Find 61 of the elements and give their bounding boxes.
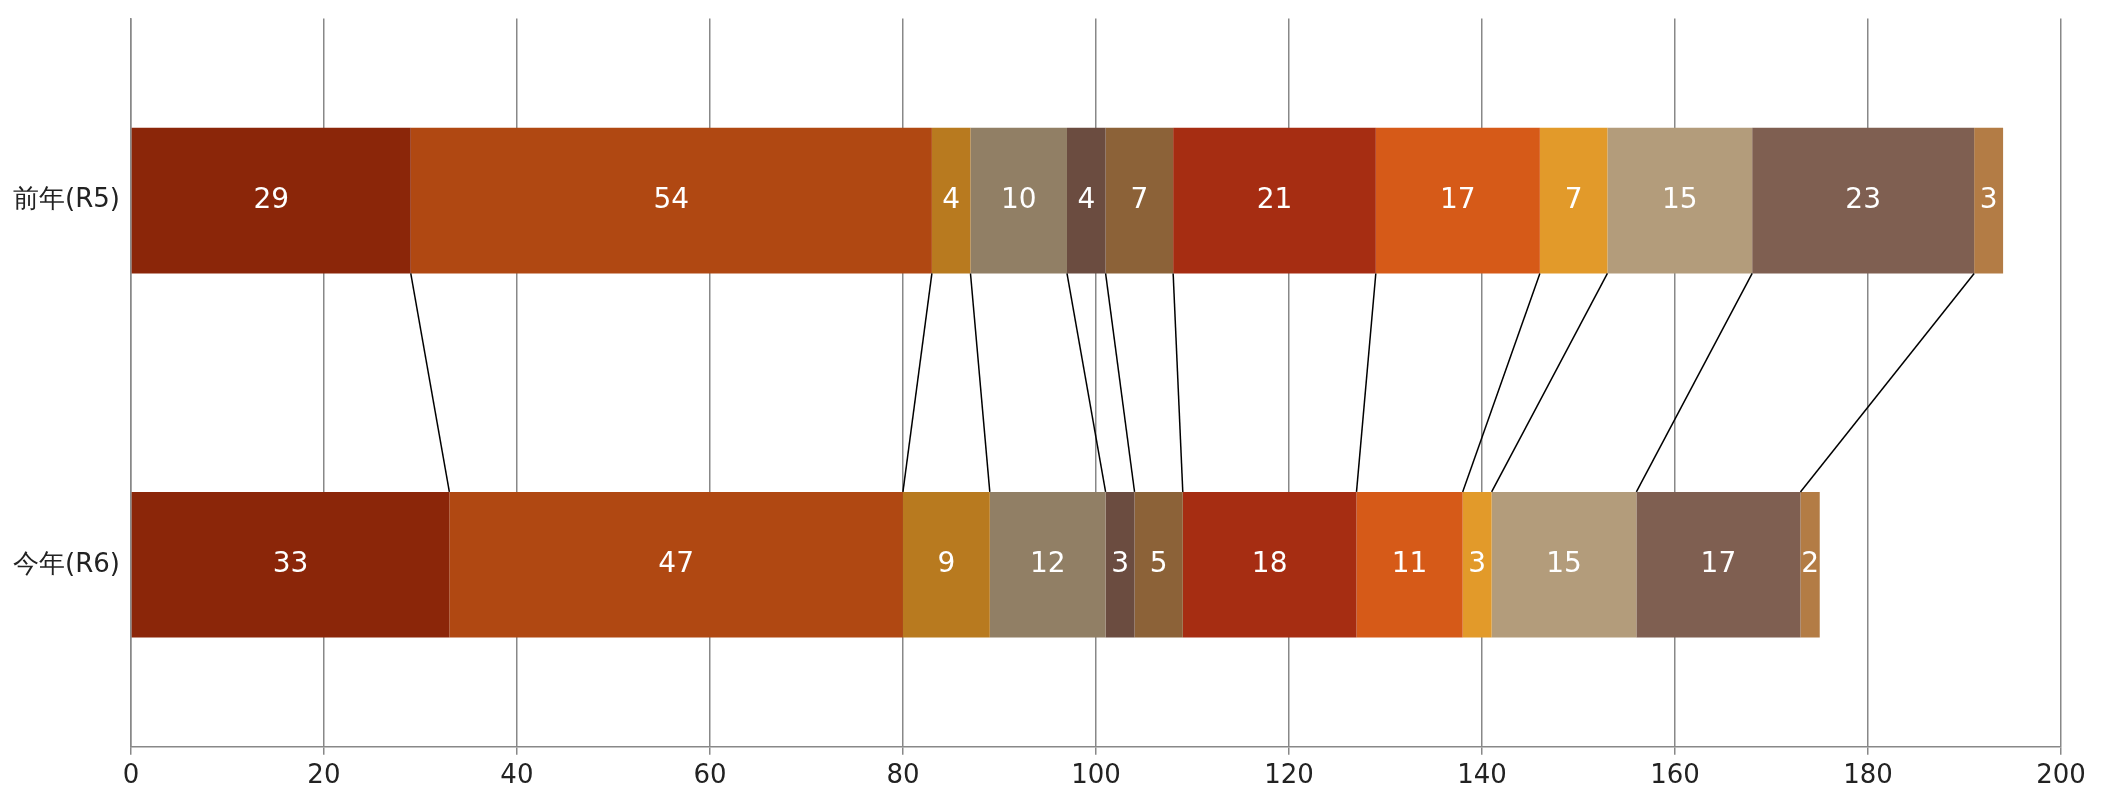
data-label: 18 [1251,546,1288,580]
data-label: 9 [937,546,956,580]
data-label: 3 [1468,546,1487,580]
bar [1067,127,1106,274]
bar [1491,491,1637,638]
x-tick-label: 200 [2036,759,2086,790]
data-label: 21 [1256,181,1293,215]
data-label: 54 [653,181,690,215]
x-tick-label: 140 [1457,759,1507,790]
x-tick-label: 160 [1650,759,1700,790]
data-label: 15 [1661,181,1698,215]
x-tick-label: 0 [122,759,140,790]
bar [931,127,971,274]
bar [131,127,411,274]
bar [989,491,1106,638]
bar [1173,127,1376,274]
data-label: 33 [272,546,309,580]
bar [1636,491,1801,638]
bar [1105,491,1135,638]
data-label: 12 [1029,546,1066,580]
data-label: 17 [1700,546,1737,580]
bar [1105,127,1174,274]
x-tick-label: 120 [1264,759,1314,790]
x-tick-label: 60 [693,759,727,790]
data-label: 10 [1000,181,1037,215]
bar [902,491,990,638]
x-tick-label: 180 [1843,759,1893,790]
data-label: 4 [942,181,961,215]
bar [449,491,903,638]
data-label: 3 [1979,181,1998,215]
data-label: 47 [658,546,694,580]
bar [1539,127,1608,274]
bar [970,127,1067,274]
y-tick-label: 今年(R6) [12,547,120,578]
x-tick-label: 40 [500,759,534,790]
x-tick-label: 80 [886,759,920,790]
data-label: 2 [1801,546,1819,580]
data-label: 17 [1440,181,1476,215]
data-label: 29 [253,181,290,215]
data-label: 23 [1845,181,1881,215]
data-label: 7 [1564,181,1583,215]
bar [1182,491,1357,638]
x-tick-label: 20 [307,759,341,790]
data-label: 7 [1130,181,1149,215]
bar [1800,491,1820,638]
bar [410,127,932,274]
data-label: 3 [1111,546,1129,580]
data-label: 4 [1077,181,1096,215]
y-tick-label: 前年(R5) [12,183,120,214]
bar [1375,127,1540,274]
data-label: 11 [1391,546,1428,580]
bar [1752,127,1975,274]
bar [1974,127,2004,274]
bar [131,491,450,638]
bar [1356,491,1463,638]
data-label: 5 [1149,546,1168,580]
bar [1607,127,1753,274]
data-label: 15 [1546,546,1582,580]
x-tick-label: 100 [1071,759,1121,790]
bar [1462,491,1492,638]
bar [1134,491,1183,638]
